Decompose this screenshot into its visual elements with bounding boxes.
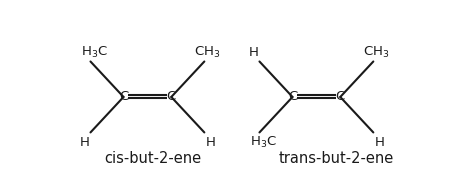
Text: H: H <box>206 136 216 149</box>
Text: $\mathsf{H_3C}$: $\mathsf{H_3C}$ <box>249 135 276 150</box>
Text: C: C <box>119 90 128 103</box>
Text: H: H <box>248 46 258 59</box>
Text: $\mathsf{CH_3}$: $\mathsf{CH_3}$ <box>194 45 221 60</box>
Text: $\mathsf{CH_3}$: $\mathsf{CH_3}$ <box>364 45 390 60</box>
Text: H: H <box>79 136 89 149</box>
Text: trans-but-2-ene: trans-but-2-ene <box>279 151 394 166</box>
Text: C: C <box>167 90 176 103</box>
Text: cis-but-2-ene: cis-but-2-ene <box>104 151 201 166</box>
Text: H: H <box>374 136 384 149</box>
Text: C: C <box>288 90 297 103</box>
Text: $\mathsf{H_3C}$: $\mathsf{H_3C}$ <box>81 45 108 60</box>
Text: C: C <box>336 90 345 103</box>
